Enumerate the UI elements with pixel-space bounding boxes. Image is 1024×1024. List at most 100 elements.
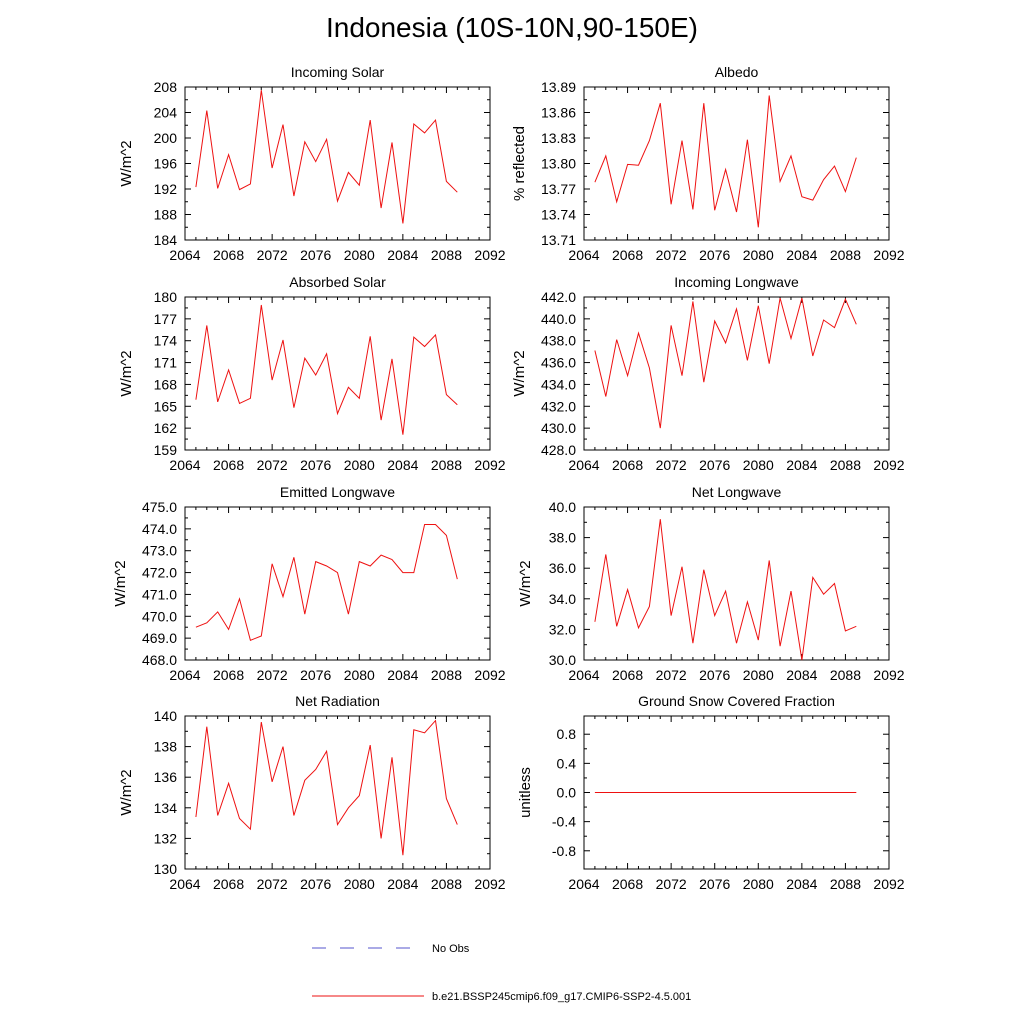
- x-tick-label: 2076: [699, 667, 730, 683]
- x-tick-label: 2084: [387, 876, 418, 892]
- x-tick-label: 2080: [743, 876, 774, 892]
- series-line: [594, 95, 857, 228]
- plot-frame: [184, 506, 491, 661]
- x-tick-label: 2076: [300, 876, 331, 892]
- y-axis-label: W/m^2: [112, 560, 129, 606]
- panel-title: Incoming Solar: [291, 64, 385, 80]
- y-tick-label: -0.4: [552, 814, 576, 830]
- x-tick-label: 2072: [656, 876, 687, 892]
- x-tick-label: 2084: [786, 876, 817, 892]
- x-tick-label: 2088: [830, 667, 861, 683]
- y-tick-label: 140: [154, 708, 178, 724]
- x-tick-label: 2084: [387, 247, 418, 263]
- y-tick-label: 36.0: [549, 560, 576, 576]
- x-tick-label: 2064: [169, 457, 200, 473]
- legend-label: No Obs: [432, 943, 470, 955]
- y-tick-label: 38.0: [549, 530, 576, 546]
- x-tick-label: 2064: [169, 876, 200, 892]
- x-tick-label: 2072: [257, 667, 288, 683]
- plot-frame: [184, 296, 491, 451]
- x-tick-label: 2072: [257, 247, 288, 263]
- y-tick-label: 13.71: [541, 232, 576, 248]
- x-tick-label: 2068: [213, 667, 244, 683]
- y-tick-label: 162: [154, 420, 178, 436]
- y-tick-label: 165: [154, 398, 178, 414]
- y-tick-label: 472.0: [142, 565, 177, 581]
- y-tick-label: 174: [154, 333, 178, 349]
- y-tick-label: 30.0: [549, 652, 576, 668]
- plot-frame: [184, 86, 491, 241]
- y-tick-label: 13.86: [541, 105, 576, 121]
- x-tick-label: 2088: [431, 667, 462, 683]
- y-axis-label: W/m^2: [118, 769, 135, 815]
- x-tick-label: 2080: [344, 667, 375, 683]
- y-tick-label: 34.0: [549, 591, 576, 607]
- x-tick-label: 2092: [474, 247, 505, 263]
- y-tick-label: 470.0: [142, 608, 177, 624]
- x-tick-label: 2080: [743, 667, 774, 683]
- x-tick-label: 2092: [873, 876, 904, 892]
- y-tick-label: 171: [154, 355, 178, 371]
- x-tick-label: 2064: [568, 667, 599, 683]
- x-tick-label: 2068: [612, 457, 643, 473]
- y-tick-label: 204: [154, 105, 178, 121]
- y-tick-label: 168: [154, 376, 178, 392]
- y-tick-label: -0.8: [552, 843, 576, 859]
- y-tick-label: 200: [154, 130, 178, 146]
- plot-frame: [583, 86, 890, 241]
- y-tick-label: 432.0: [541, 398, 576, 414]
- x-tick-label: 2076: [300, 247, 331, 263]
- x-tick-label: 2088: [431, 247, 462, 263]
- x-tick-label: 2068: [213, 457, 244, 473]
- y-tick-label: 13.89: [541, 79, 576, 95]
- y-tick-label: 136: [154, 769, 178, 785]
- x-tick-label: 2076: [300, 667, 331, 683]
- x-tick-label: 2068: [612, 667, 643, 683]
- x-tick-label: 2084: [387, 667, 418, 683]
- chart-panel: Emitted Longwave 2064 2068 2072 2076 2080 2084…: [112, 484, 506, 683]
- panel-title: Absorbed Solar: [289, 274, 386, 290]
- x-tick-label: 2076: [699, 457, 730, 473]
- series-line: [195, 90, 458, 224]
- x-tick-label: 2088: [830, 457, 861, 473]
- x-tick-label: 2068: [213, 876, 244, 892]
- y-tick-label: 177: [154, 311, 178, 327]
- panel-title: Albedo: [715, 64, 759, 80]
- chart-panel: Net Longwave 2064 2068 2072 2076 2080 2084 2088…: [517, 484, 905, 683]
- x-tick-label: 2080: [344, 876, 375, 892]
- series-line: [594, 297, 857, 429]
- x-tick-label: 2064: [169, 667, 200, 683]
- legend: No Obs b.e21.BSSP245cmip6.f09_g17.CMIP6-S…: [312, 943, 691, 1003]
- y-axis-label: W/m^2: [511, 350, 528, 396]
- x-tick-label: 2092: [873, 247, 904, 263]
- x-tick-label: 2064: [169, 247, 200, 263]
- panel-title: Incoming Longwave: [674, 274, 799, 290]
- x-tick-label: 2064: [568, 247, 599, 263]
- panel-title: Net Radiation: [295, 693, 380, 709]
- x-tick-label: 2064: [568, 457, 599, 473]
- y-tick-label: 436.0: [541, 355, 576, 371]
- y-tick-label: 473.0: [142, 543, 177, 559]
- page-title: Indonesia (10S-10N,90-150E): [325, 12, 698, 43]
- x-tick-label: 2072: [656, 457, 687, 473]
- y-tick-label: 196: [154, 156, 178, 172]
- y-tick-label: 440.0: [541, 311, 576, 327]
- panel-title: Ground Snow Covered Fraction: [638, 693, 835, 709]
- plot-frame: [583, 506, 890, 661]
- x-tick-label: 2088: [431, 876, 462, 892]
- y-tick-label: 130: [154, 861, 178, 877]
- y-tick-label: 40.0: [549, 499, 576, 515]
- x-tick-label: 2080: [344, 247, 375, 263]
- chart-panel: Incoming Longwave 2064 2068 2072 2076 2080 208…: [511, 274, 905, 473]
- series-line: [195, 524, 458, 641]
- series-line: [594, 519, 857, 661]
- x-tick-label: 2088: [830, 876, 861, 892]
- chart-panel: Ground Snow Covered Fraction 2064 2068 2072…: [517, 693, 905, 892]
- x-tick-label: 2068: [213, 247, 244, 263]
- y-tick-label: 132: [154, 830, 178, 846]
- plot-frame: [583, 296, 890, 451]
- y-tick-label: 13.83: [541, 130, 576, 146]
- chart-panel: Incoming Solar 2064 2068 2072 2076 2080 2084 20…: [118, 64, 506, 263]
- x-tick-label: 2068: [612, 876, 643, 892]
